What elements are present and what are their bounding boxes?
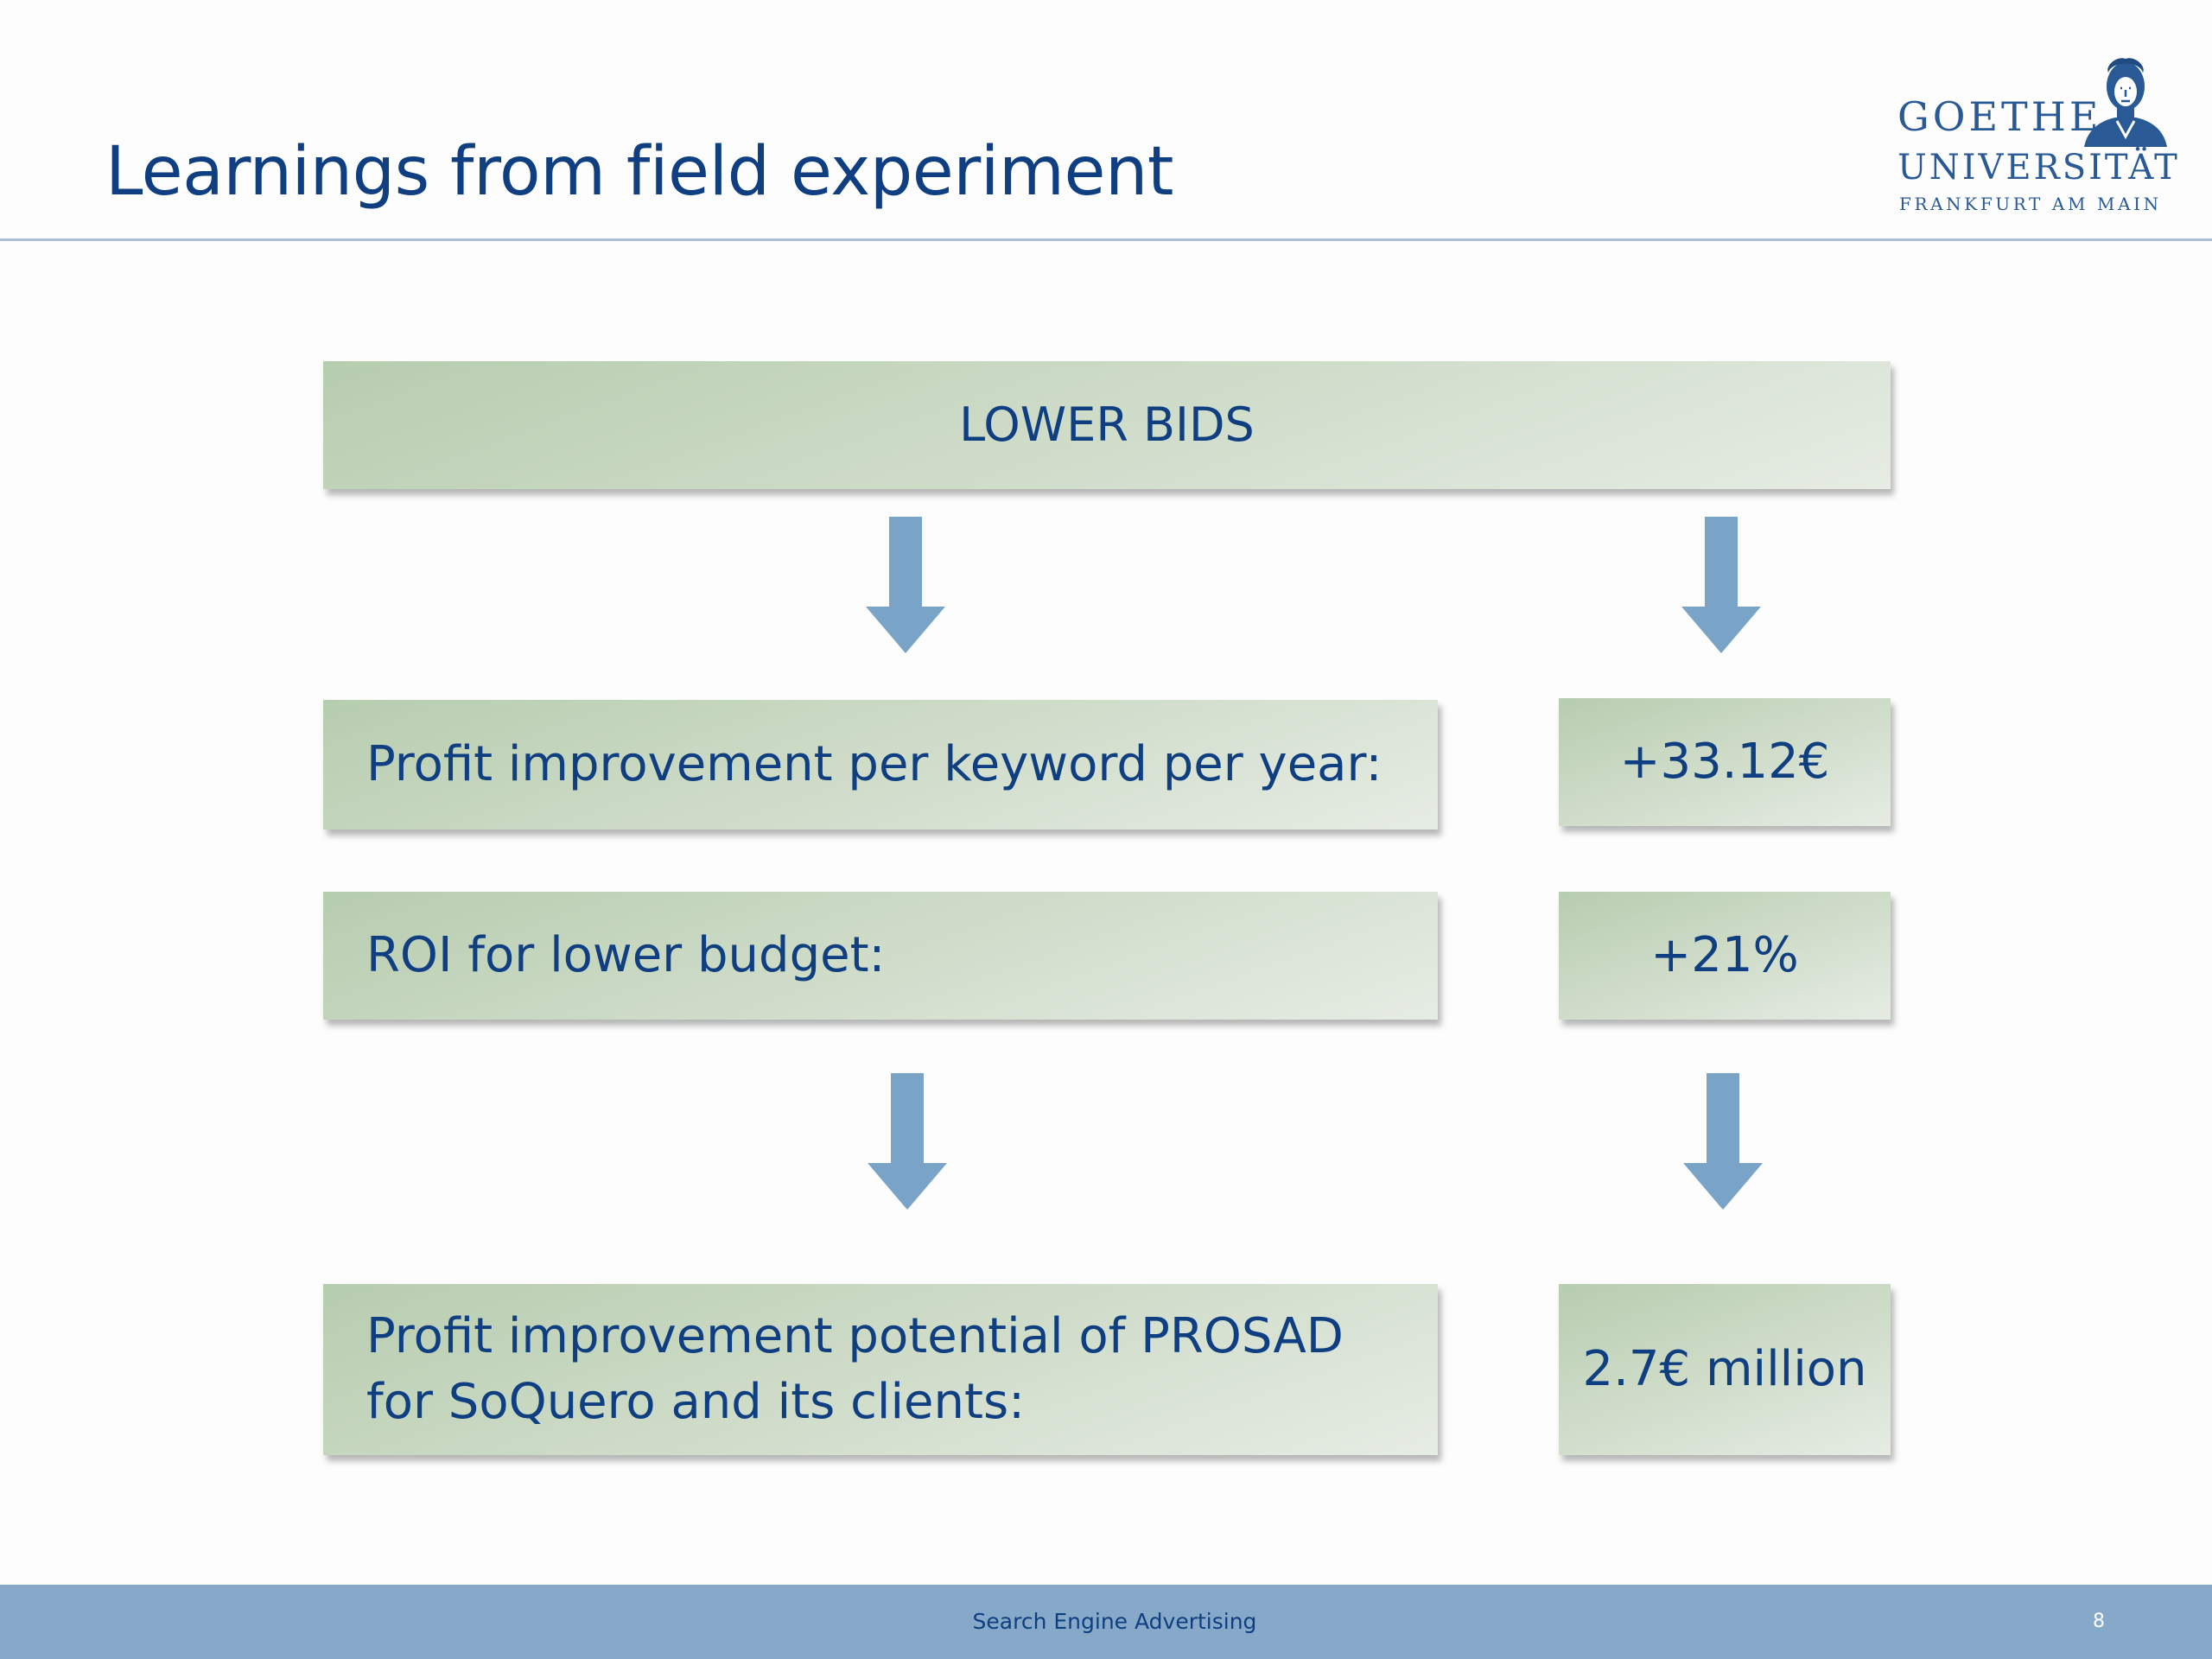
down-arrow-icon [1681,517,1761,653]
slide-title: Learnings from field experiment [105,133,1173,211]
footer-bar: Search Engine Advertising 8 [0,1585,2212,1659]
page-number: 8 [2093,1611,2105,1632]
lower-bids-label: LOWER BIDS [959,397,1255,452]
profit-per-keyword-value-box: +33.12€ [1559,698,1891,826]
logo-name-line3: FRANKFURT AM MAIN [1899,194,2162,214]
down-arrow-icon [866,517,945,653]
logo-name-line1: GOETHE [1897,93,2102,140]
lower-bids-box: LOWER BIDS [323,361,1891,489]
university-logo: GOETHE UNIVERSITÄT FRANKFURT AM MAIN [1892,57,2186,218]
down-arrow-icon [1683,1073,1763,1210]
roi-lower-budget-value: +21% [1650,927,1799,984]
down-arrow-icon [868,1073,947,1210]
roi-lower-budget-box: ROI for lower budget: [323,892,1438,1020]
goethe-portrait-icon [2084,58,2167,147]
profit-potential-label: Profit improvement potential of PROSAD f… [366,1308,1344,1430]
header-divider [0,238,2212,241]
profit-potential-value: 2.7€ million [1582,1341,1867,1398]
footer-title: Search Engine Advertising [972,1609,1257,1634]
roi-lower-budget-value-box: +21% [1559,892,1891,1020]
profit-potential-value-box: 2.7€ million [1559,1284,1891,1455]
profit-per-keyword-label: Profit improvement per keyword per year: [366,736,1382,793]
roi-lower-budget-label: ROI for lower budget: [366,927,886,984]
logo-name-line2: UNIVERSITÄT [1897,148,2180,188]
profit-potential-box: Profit improvement potential of PROSAD f… [323,1284,1438,1455]
profit-per-keyword-box: Profit improvement per keyword per year: [323,700,1438,830]
profit-per-keyword-value: +33.12€ [1619,734,1830,791]
